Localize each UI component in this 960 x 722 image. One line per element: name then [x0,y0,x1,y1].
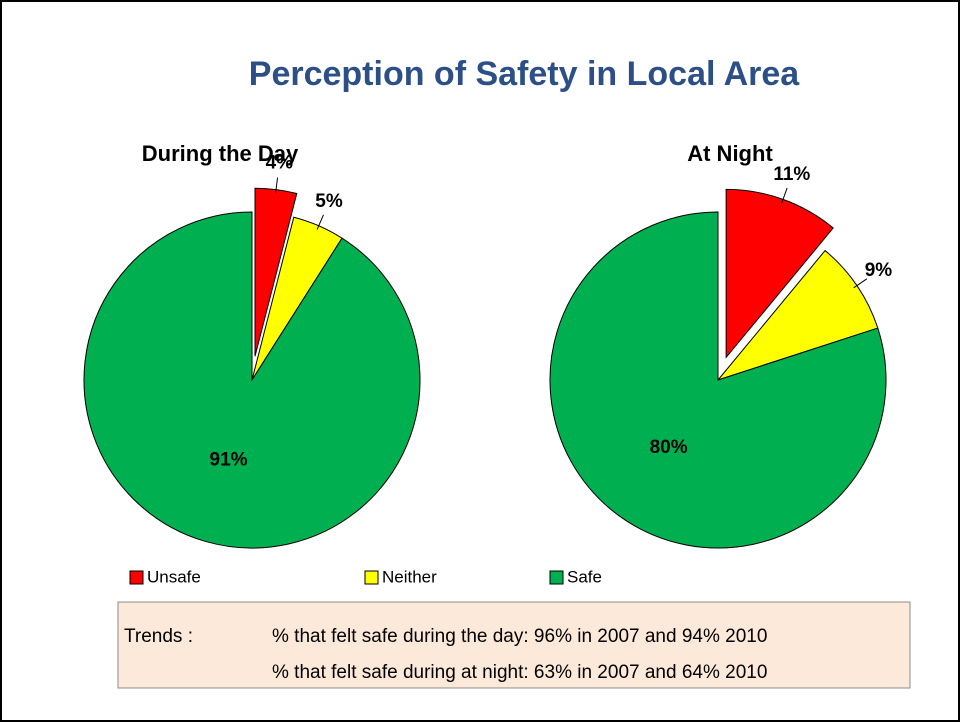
trends-box [117,601,911,689]
legend-label: Unsafe [147,567,201,586]
data-label: 5% [315,191,343,212]
data-label: 9% [865,260,893,281]
data-label: 91% [210,450,248,471]
pie-slice [549,211,887,549]
chart-title: At Night [687,141,773,166]
data-label: 4% [266,153,294,174]
legend-swatch [364,570,379,585]
legend-label: Neither [382,567,437,586]
legend-swatch [549,570,564,585]
legend-label: Safe [567,567,602,586]
data-label: 80% [650,437,688,458]
data-label: 11% [773,164,810,185]
pie-slice [83,211,421,549]
legend-swatch [129,570,144,585]
trends-line: % that felt safe during the day: 96% in … [272,626,767,647]
leader-line [275,177,279,194]
leader-line [781,187,788,204]
chart-title: During the Day [142,141,299,166]
slide-title: Perception of Safety in Local Area [249,55,801,93]
trends-label: Trends : [124,626,193,647]
leader-line [853,278,868,289]
leader-line [316,214,324,230]
trends-line: % that felt safe during at night: 63% in… [272,662,767,683]
